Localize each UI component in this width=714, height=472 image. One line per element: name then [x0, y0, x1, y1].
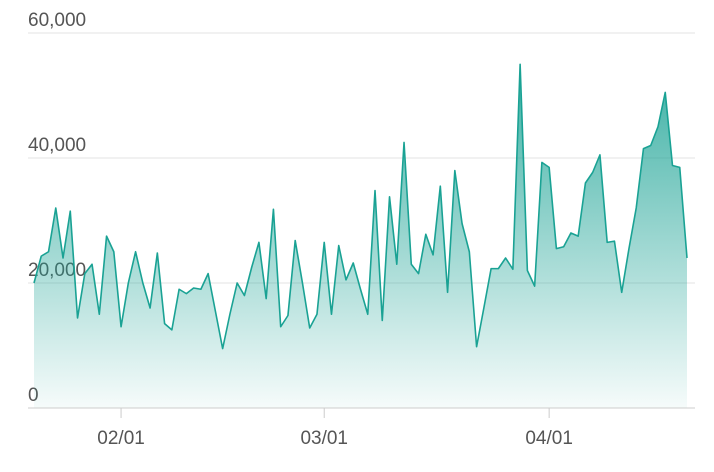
area-fill [34, 64, 687, 408]
line [33, 63, 688, 350]
y-tick-label: 40,000 [28, 135, 86, 156]
x-tick-label: 03/01 [300, 428, 348, 449]
y-tick-label: 0 [28, 385, 39, 406]
x-tick-label: 04/01 [525, 428, 573, 449]
x-tick-label: 02/01 [97, 428, 145, 449]
y-tick-label: 60,000 [28, 10, 86, 31]
